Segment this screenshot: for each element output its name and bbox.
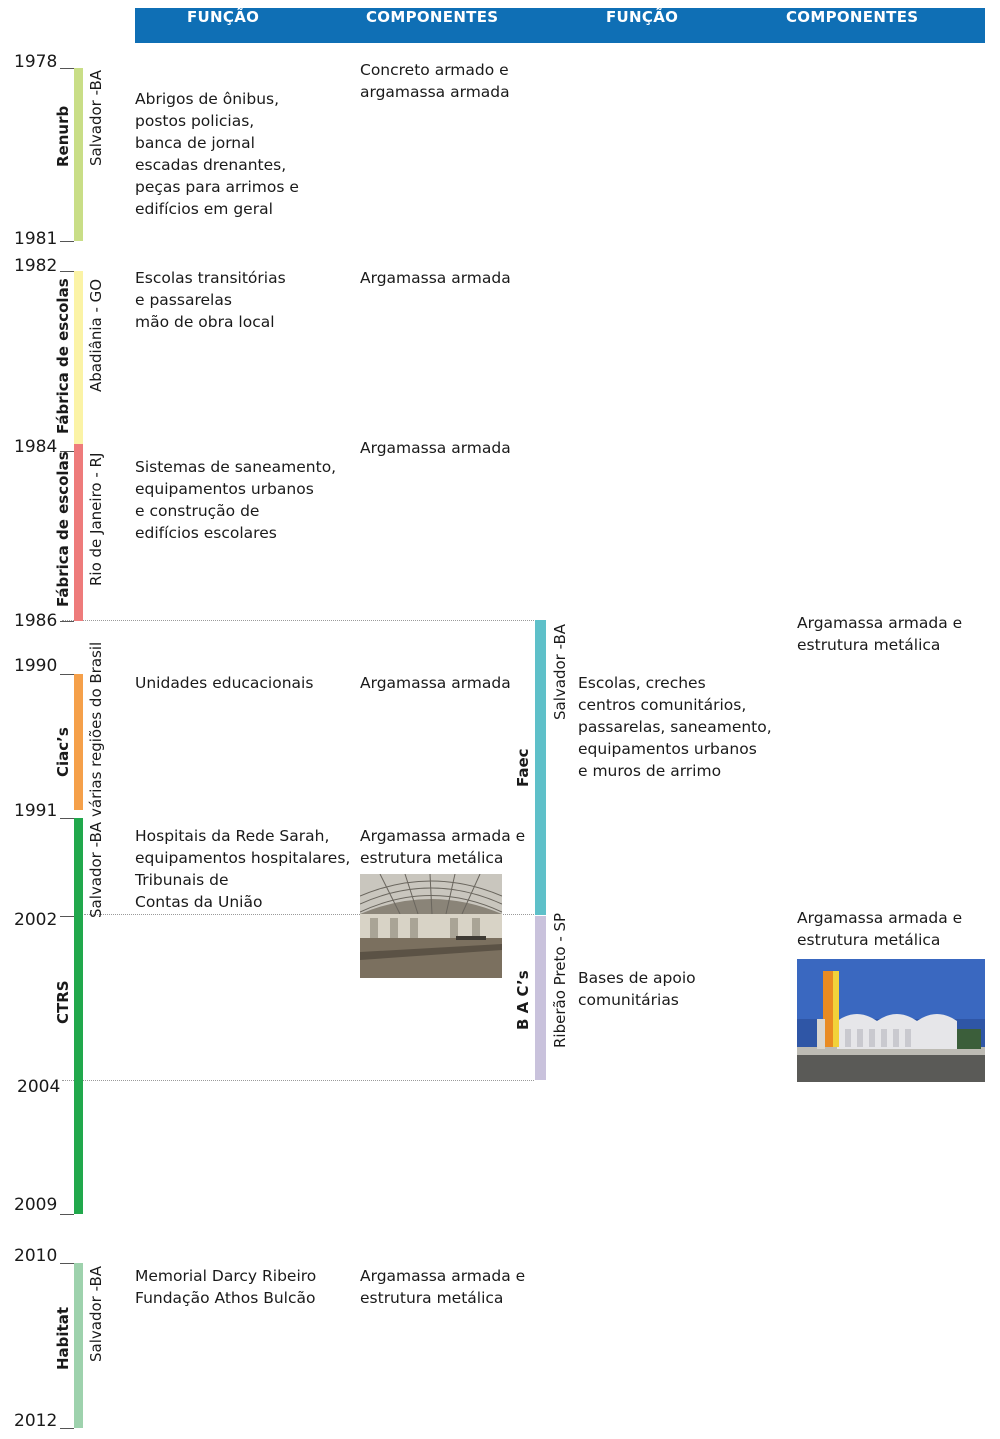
funcao-fabrica-go: Escolas transitórias e passarelas mão de…: [135, 269, 286, 331]
componentes-renurb: Concreto armado e argamassa armada: [360, 61, 510, 101]
guide-line-2002: [84, 914, 534, 915]
bar-habitat: [74, 1263, 83, 1428]
label-renurb: Renurb: [54, 105, 72, 167]
place-fabrica-go: Abadiânia - GO: [87, 278, 105, 392]
guide-line-2004: [62, 1080, 534, 1081]
place-renurb: Salvador -BA: [87, 69, 105, 166]
year-1984: 1984: [14, 437, 58, 457]
year-1982: 1982: [14, 256, 58, 276]
componentes-ctrs: Argamassa armada e estrutura metálica: [360, 827, 526, 867]
year-2004: 2004: [17, 1077, 61, 1097]
label-fabrica-rj: Fábrica de escolas: [54, 451, 72, 607]
tick: [60, 241, 74, 242]
header-funcao-2: FUNÇÃO: [606, 8, 679, 26]
tick: [60, 818, 74, 819]
year-1981: 1981: [14, 229, 58, 249]
year-2012: 2012: [14, 1411, 58, 1431]
funcao-bacs: Bases de apoio comunitárias: [578, 969, 696, 1009]
bar-faec: [535, 620, 546, 915]
bacs-building-photo: [797, 959, 985, 1082]
bar-bacs: [535, 916, 546, 1080]
tick: [60, 451, 74, 452]
componentes-fabrica-go: Argamassa armada: [360, 269, 511, 287]
bar-renurb: [74, 68, 83, 241]
place-bacs: Riberão Preto - SP: [551, 912, 569, 1048]
tick: [60, 68, 74, 69]
tick: [60, 1263, 74, 1264]
tick: [60, 916, 74, 917]
label-bacs: B A C’s: [514, 970, 532, 1030]
funcao-habitat: Memorial Darcy Ribeiro Fundação Athos Bu…: [135, 1267, 317, 1307]
componentes-bacs: Argamassa armada e estrutura metálica: [797, 909, 963, 949]
place-faec: Salvador -BA: [551, 623, 569, 720]
year-1991: 1991: [14, 801, 58, 821]
table-header: [135, 8, 985, 43]
label-habitat: Habitat: [54, 1306, 72, 1370]
header-funcao-1: FUNÇÃO: [187, 8, 260, 26]
place-ciacs: várias regiões do Brasil: [87, 641, 105, 817]
tick: [60, 621, 74, 622]
bar-fabrica-go: [74, 271, 83, 444]
componentes-fabrica-rj: Argamassa armada: [360, 439, 511, 457]
place-ctrs: Salvador -BA: [87, 821, 105, 918]
funcao-fabrica-rj: Sistemas de saneamento, equipamentos urb…: [135, 458, 337, 542]
label-faec: Faec: [514, 748, 532, 787]
year-1978: 1978: [14, 52, 58, 72]
label-ciacs: Ciac’s: [54, 727, 72, 777]
bar-ciacs: [74, 674, 83, 810]
header-componentes-1: COMPONENTES: [366, 8, 499, 26]
label-fabrica-go: Fábrica de escolas: [54, 278, 72, 434]
place-fabrica-rj: Rio de Janeiro - RJ: [87, 452, 105, 586]
year-2002: 2002: [14, 910, 58, 930]
bar-fabrica-rj: [74, 444, 83, 621]
funcao-ctrs: Hospitais da Rede Sarah, equipamentos ho…: [135, 827, 351, 911]
componentes-habitat: Argamassa armada e estrutura metálica: [360, 1267, 526, 1307]
componentes-faec: Argamassa armada e estrutura metálica: [797, 614, 963, 654]
year-1990: 1990: [14, 656, 58, 676]
header-componentes-2: COMPONENTES: [786, 8, 919, 26]
guide-line-1986: [62, 620, 534, 621]
bar-ctrs: [74, 818, 83, 1214]
tick: [60, 271, 74, 272]
hospital-interior-photo: [360, 874, 502, 978]
funcao-renurb: Abrigos de ônibus, postos policias, banc…: [135, 90, 299, 218]
place-habitat: Salvador -BA: [87, 1265, 105, 1362]
funcao-ciacs: Unidades educacionais: [135, 674, 314, 692]
componentes-ciacs: Argamassa armada: [360, 674, 511, 692]
tick: [60, 1428, 74, 1429]
tick: [60, 674, 74, 675]
year-1986: 1986: [14, 611, 58, 631]
funcao-faec: Escolas, creches centros comunitários, p…: [578, 674, 772, 780]
label-ctrs: CTRS: [54, 980, 72, 1024]
year-2009: 2009: [14, 1195, 58, 1215]
tick: [60, 1214, 74, 1215]
year-2010: 2010: [14, 1246, 58, 1266]
